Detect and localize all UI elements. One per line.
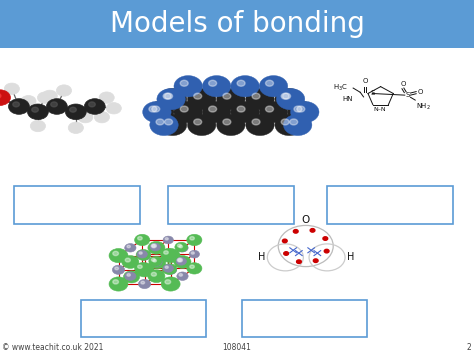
Circle shape bbox=[194, 93, 202, 99]
Circle shape bbox=[153, 259, 157, 263]
Circle shape bbox=[143, 102, 171, 123]
Text: 108041: 108041 bbox=[223, 343, 251, 352]
Text: 2: 2 bbox=[467, 343, 472, 352]
Circle shape bbox=[209, 80, 217, 86]
Circle shape bbox=[288, 102, 316, 123]
Circle shape bbox=[157, 88, 185, 110]
Circle shape bbox=[149, 106, 157, 112]
Circle shape bbox=[166, 252, 170, 255]
Circle shape bbox=[13, 102, 19, 107]
Circle shape bbox=[148, 270, 165, 283]
Text: HN: HN bbox=[343, 96, 353, 102]
Circle shape bbox=[51, 102, 57, 107]
Circle shape bbox=[137, 236, 142, 240]
Circle shape bbox=[283, 93, 291, 99]
Circle shape bbox=[152, 245, 155, 247]
Circle shape bbox=[187, 88, 216, 110]
Circle shape bbox=[9, 99, 29, 114]
Circle shape bbox=[281, 119, 289, 125]
Circle shape bbox=[284, 252, 289, 255]
Circle shape bbox=[153, 260, 156, 262]
Circle shape bbox=[283, 114, 312, 136]
Text: O: O bbox=[301, 215, 310, 225]
Circle shape bbox=[141, 253, 145, 256]
Text: H$_3$C: H$_3$C bbox=[333, 83, 348, 93]
Circle shape bbox=[217, 114, 245, 136]
Circle shape bbox=[252, 119, 260, 125]
Circle shape bbox=[297, 106, 305, 112]
Circle shape bbox=[135, 234, 150, 246]
Circle shape bbox=[37, 92, 53, 103]
Circle shape bbox=[163, 264, 173, 272]
Text: 2D model: 2D model bbox=[356, 198, 423, 212]
Circle shape bbox=[191, 252, 194, 254]
Circle shape bbox=[323, 237, 328, 240]
Circle shape bbox=[152, 272, 164, 282]
Circle shape bbox=[202, 102, 231, 123]
Circle shape bbox=[154, 274, 157, 277]
Circle shape bbox=[150, 243, 160, 251]
Circle shape bbox=[265, 106, 273, 112]
Circle shape bbox=[180, 106, 188, 112]
Circle shape bbox=[291, 102, 319, 123]
Circle shape bbox=[187, 114, 216, 136]
Circle shape bbox=[202, 76, 231, 97]
FancyBboxPatch shape bbox=[242, 300, 367, 337]
Circle shape bbox=[161, 248, 176, 260]
Circle shape bbox=[139, 266, 145, 270]
Circle shape bbox=[165, 266, 170, 269]
Circle shape bbox=[65, 104, 86, 120]
Circle shape bbox=[165, 237, 168, 240]
Circle shape bbox=[164, 93, 173, 99]
Circle shape bbox=[294, 106, 302, 112]
Circle shape bbox=[231, 102, 259, 123]
Circle shape bbox=[275, 88, 303, 110]
Circle shape bbox=[32, 107, 38, 112]
Circle shape bbox=[135, 263, 150, 274]
Circle shape bbox=[190, 265, 194, 268]
Circle shape bbox=[174, 76, 202, 97]
FancyBboxPatch shape bbox=[14, 186, 140, 224]
Circle shape bbox=[246, 114, 274, 136]
Text: Close-packed
model: Close-packed model bbox=[185, 191, 277, 219]
Circle shape bbox=[165, 266, 168, 268]
Circle shape bbox=[180, 80, 188, 86]
Text: H: H bbox=[257, 252, 265, 262]
Text: S: S bbox=[370, 91, 375, 97]
Text: Models of bonding: Models of bonding bbox=[109, 10, 365, 38]
Text: © www.teachit.co.uk 2021: © www.teachit.co.uk 2021 bbox=[2, 343, 104, 352]
Text: H: H bbox=[347, 252, 355, 262]
Circle shape bbox=[223, 93, 231, 99]
Circle shape bbox=[237, 80, 245, 86]
Circle shape bbox=[122, 256, 139, 268]
Circle shape bbox=[217, 88, 245, 110]
Circle shape bbox=[109, 248, 128, 263]
Circle shape bbox=[174, 256, 191, 268]
Circle shape bbox=[42, 90, 57, 102]
Circle shape bbox=[164, 119, 173, 125]
Circle shape bbox=[138, 251, 151, 260]
Circle shape bbox=[46, 99, 67, 114]
Text: 3D model: 3D model bbox=[110, 312, 176, 325]
Circle shape bbox=[164, 251, 175, 259]
Circle shape bbox=[136, 250, 151, 260]
Circle shape bbox=[125, 258, 130, 262]
Circle shape bbox=[283, 239, 287, 243]
Circle shape bbox=[127, 273, 131, 277]
Circle shape bbox=[115, 267, 118, 270]
Circle shape bbox=[313, 259, 318, 262]
Circle shape bbox=[177, 244, 181, 247]
Circle shape bbox=[84, 99, 105, 114]
Circle shape bbox=[152, 106, 160, 112]
Circle shape bbox=[194, 119, 202, 125]
Circle shape bbox=[163, 236, 173, 244]
Circle shape bbox=[124, 271, 140, 283]
Circle shape bbox=[175, 242, 188, 252]
Circle shape bbox=[276, 88, 305, 110]
Circle shape bbox=[165, 280, 171, 284]
Circle shape bbox=[151, 258, 155, 261]
Circle shape bbox=[0, 90, 10, 105]
Circle shape bbox=[78, 111, 93, 123]
Circle shape bbox=[293, 230, 298, 233]
